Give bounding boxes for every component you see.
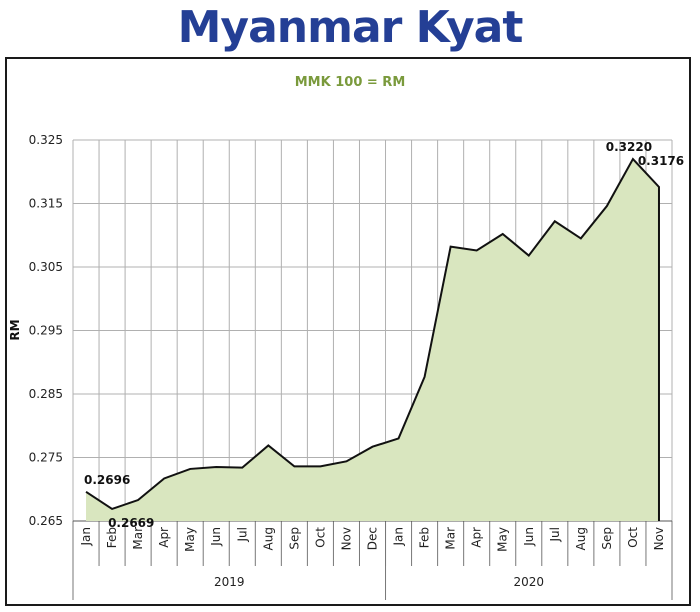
x-tick-label: Jul bbox=[548, 527, 562, 542]
y-tick-labels: 0.325 0.315 0.305 0.295 0.285 0.275 0.265 bbox=[29, 133, 63, 528]
y-tick-label: 0.285 bbox=[29, 387, 63, 401]
x-tick-label: Nov bbox=[339, 527, 353, 550]
x-tick-label: Nov bbox=[652, 527, 666, 550]
y-tick-label: 0.325 bbox=[29, 133, 63, 147]
x-tick-label: Aug bbox=[574, 527, 588, 550]
x-tick-label: Mar bbox=[444, 527, 458, 550]
x-tick-label: Mar bbox=[131, 527, 145, 550]
x-tick-label: Jun bbox=[209, 527, 223, 547]
y-tick-label: 0.265 bbox=[29, 514, 63, 528]
y-tick-label: 0.315 bbox=[29, 197, 63, 211]
x-tick-label: Dec bbox=[366, 527, 380, 550]
year-label: 2020 bbox=[513, 575, 544, 589]
x-tick-label: Jun bbox=[522, 527, 536, 547]
y-axis-label: RM bbox=[8, 319, 22, 340]
year-labels: 2019 2020 bbox=[214, 575, 544, 589]
x-tick-label: Feb bbox=[418, 527, 432, 548]
chart-subtitle: MMK 100 = RM bbox=[295, 75, 406, 90]
x-tick-label: Sep bbox=[287, 527, 301, 550]
x-tick-label: Jan bbox=[392, 527, 406, 547]
x-tick-label: Sep bbox=[600, 527, 614, 550]
chart-main-title: Myanmar Kyat bbox=[177, 2, 524, 53]
data-label: 0.3176 bbox=[638, 154, 684, 168]
x-tick-label: May bbox=[496, 527, 510, 552]
area-layer bbox=[85, 157, 660, 522]
x-tick-label: Jan bbox=[79, 527, 93, 547]
series-area-fill bbox=[86, 159, 659, 522]
series-line bbox=[85, 157, 660, 521]
x-tick-label: Oct bbox=[626, 527, 640, 548]
y-tick-label: 0.275 bbox=[29, 451, 63, 465]
x-tick-label: Feb bbox=[105, 527, 119, 548]
year-label: 2019 bbox=[214, 575, 245, 589]
data-label: 0.2696 bbox=[84, 473, 130, 487]
x-tick-label: Apr bbox=[157, 527, 171, 548]
data-label: 0.3220 bbox=[606, 140, 652, 154]
x-tick-labels: Jan Feb Mar Apr May Jun Jul Aug Sep Oct Nov Dec Jan F… bbox=[79, 527, 666, 552]
x-tick-label: Oct bbox=[313, 527, 327, 548]
data-label: 0.2669 bbox=[108, 516, 154, 530]
x-tick-label: Apr bbox=[470, 527, 484, 548]
y-tick-label: 0.305 bbox=[29, 260, 63, 274]
y-tick-label: 0.295 bbox=[29, 324, 63, 338]
x-tick-label: Aug bbox=[261, 527, 275, 550]
x-tick-label: May bbox=[183, 527, 197, 552]
x-tick-label: Jul bbox=[235, 527, 249, 542]
